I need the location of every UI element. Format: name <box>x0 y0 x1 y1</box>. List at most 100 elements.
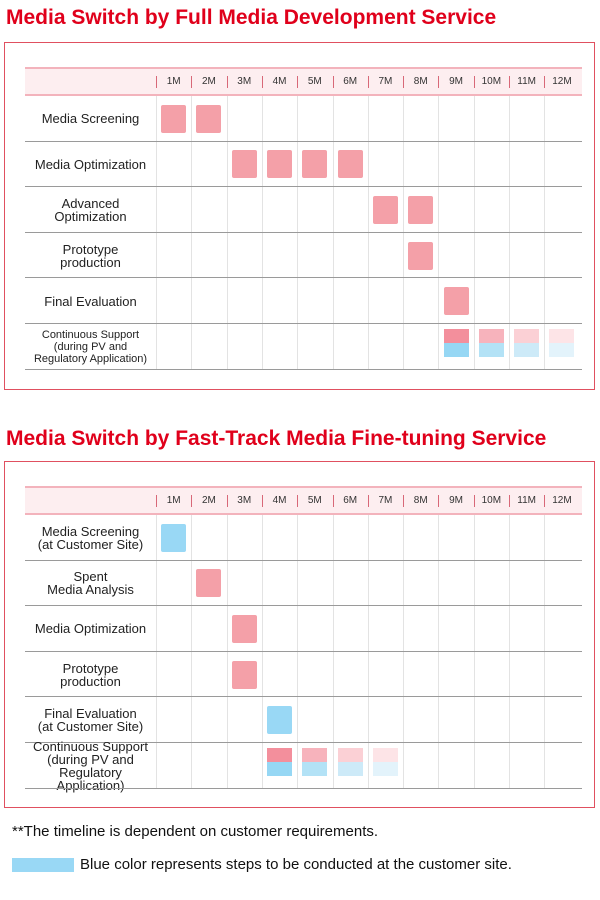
month-separator <box>403 495 405 507</box>
month-separator <box>473 76 475 88</box>
row-divider <box>25 787 582 789</box>
task-label: Spent Media Analysis <box>25 561 156 607</box>
month-separator <box>297 495 299 507</box>
support-bar-blue-half <box>267 762 293 776</box>
task-bar <box>337 150 363 179</box>
month-label: 3M <box>237 76 252 87</box>
month-separator <box>509 495 510 507</box>
month-separator <box>191 76 193 88</box>
grid-column-line <box>509 515 510 789</box>
grid-column-line <box>403 96 405 370</box>
support-bar <box>302 748 328 776</box>
task-label: Continuous Support (during PV and Regulato… <box>25 324 156 370</box>
grid-column-line <box>191 96 193 370</box>
row-divider <box>25 368 582 370</box>
task-bar <box>161 104 187 133</box>
task-bar <box>408 196 434 224</box>
month-separator <box>156 495 157 507</box>
support-bar-blue-half <box>443 343 469 357</box>
grid-column-line <box>261 515 263 789</box>
row-divider <box>25 742 582 743</box>
support-bar <box>549 329 575 357</box>
row-divider <box>25 605 582 607</box>
gantt-chart-fast-track: 1M 2M 3M 4M 5M 6M 7M 8M 9M 10M 11M 12M Media Screeni… <box>25 486 582 793</box>
row-divider <box>25 650 582 652</box>
task-label-text: Media Screening <box>41 111 140 127</box>
grid-column-line <box>226 515 228 789</box>
month-label: 4M <box>272 76 287 87</box>
month-label: 4M <box>272 495 287 506</box>
task-label-text: Prototype production <box>60 660 121 689</box>
task-label-text: Media Optimization <box>34 156 147 172</box>
month-label: 10M <box>481 495 502 506</box>
month-header: 1M 2M 3M 4M 5M 6M 7M 8M 9M 10M 11M 12M <box>25 67 582 96</box>
month-label: 8M <box>413 76 428 87</box>
timeline-note: **The timeline is dependent on customer … <box>12 823 379 840</box>
task-bar <box>231 615 257 643</box>
support-bar-pink-half <box>478 329 504 343</box>
grid-column-line <box>438 96 440 370</box>
grid-column-line <box>156 96 157 370</box>
month-separator <box>191 495 193 507</box>
month-label: 10M <box>481 76 502 87</box>
task-bar <box>267 706 293 735</box>
task-bar <box>372 196 398 224</box>
grid-column-line <box>297 96 299 370</box>
task-label: Media Screening (at Customer Site) <box>25 515 156 561</box>
task-label-text: Continuous Support (during PV and Regulato… <box>33 738 148 793</box>
month-separator <box>332 495 334 507</box>
month-label: 11M <box>517 76 536 87</box>
grid-column-line <box>297 515 299 789</box>
support-bar-pink-half <box>337 748 363 762</box>
row-divider <box>25 140 582 142</box>
support-bar-pink-half <box>372 748 398 762</box>
task-label: Final Evaluation <box>25 278 156 324</box>
support-bar-pink-half <box>267 748 293 762</box>
support-bar-pink-half <box>549 329 575 343</box>
month-label: 12M <box>552 495 572 506</box>
grid-column-line <box>156 515 157 789</box>
row-divider <box>25 231 582 233</box>
month-separator <box>226 495 228 507</box>
grid-column-line <box>261 96 263 370</box>
task-label-text: Media Screening (at Customer Site) <box>37 523 144 552</box>
row-divider <box>25 186 582 188</box>
support-bar <box>267 748 293 776</box>
support-bar <box>514 329 540 357</box>
grid-column-line <box>367 515 369 789</box>
grid-column-line <box>473 515 475 789</box>
month-label: 7M <box>378 76 393 87</box>
month-separator <box>367 495 369 507</box>
task-label-text: Final Evaluation <box>44 293 137 309</box>
task-label-text: Media Optimization <box>34 621 147 637</box>
month-label: 6M <box>343 76 358 87</box>
row-divider <box>25 559 582 561</box>
legend-blue-swatch <box>12 858 74 872</box>
month-separator <box>473 495 475 507</box>
task-bar <box>408 241 434 270</box>
support-bar-blue-half <box>478 343 504 357</box>
month-separator <box>261 76 263 88</box>
task-label-text: Advanced Optimization <box>54 195 127 224</box>
month-separator <box>544 495 546 507</box>
month-label: 9M <box>449 495 463 506</box>
grid-column-line <box>367 96 369 370</box>
support-bar-pink-half <box>302 748 328 762</box>
section-title-full: Media Switch by Full Media Development S… <box>6 6 497 29</box>
task-bar <box>443 287 469 316</box>
month-label: 7M <box>378 495 393 506</box>
grid-column-line <box>544 515 546 789</box>
month-header: 1M 2M 3M 4M 5M 6M 7M 8M 9M 10M 11M 12M <box>25 486 582 515</box>
task-label-text: Prototype production <box>60 241 121 270</box>
month-label: 9M <box>449 76 463 87</box>
support-bar <box>478 329 504 357</box>
month-label: 2M <box>201 495 216 506</box>
task-label: Prototype production <box>25 652 156 698</box>
month-separator <box>261 495 263 507</box>
support-bar-blue-half <box>549 343 575 357</box>
month-label: 5M <box>307 495 322 506</box>
task-bar <box>161 523 187 552</box>
gantt-frame-full: 1M 2M 3M 4M 5M 6M 7M 8M 9M 10M 11M 12M Media Screeni… <box>4 42 595 390</box>
support-bar-blue-half <box>372 762 398 776</box>
task-label: Final Evaluation (at Customer Site) <box>25 697 156 743</box>
